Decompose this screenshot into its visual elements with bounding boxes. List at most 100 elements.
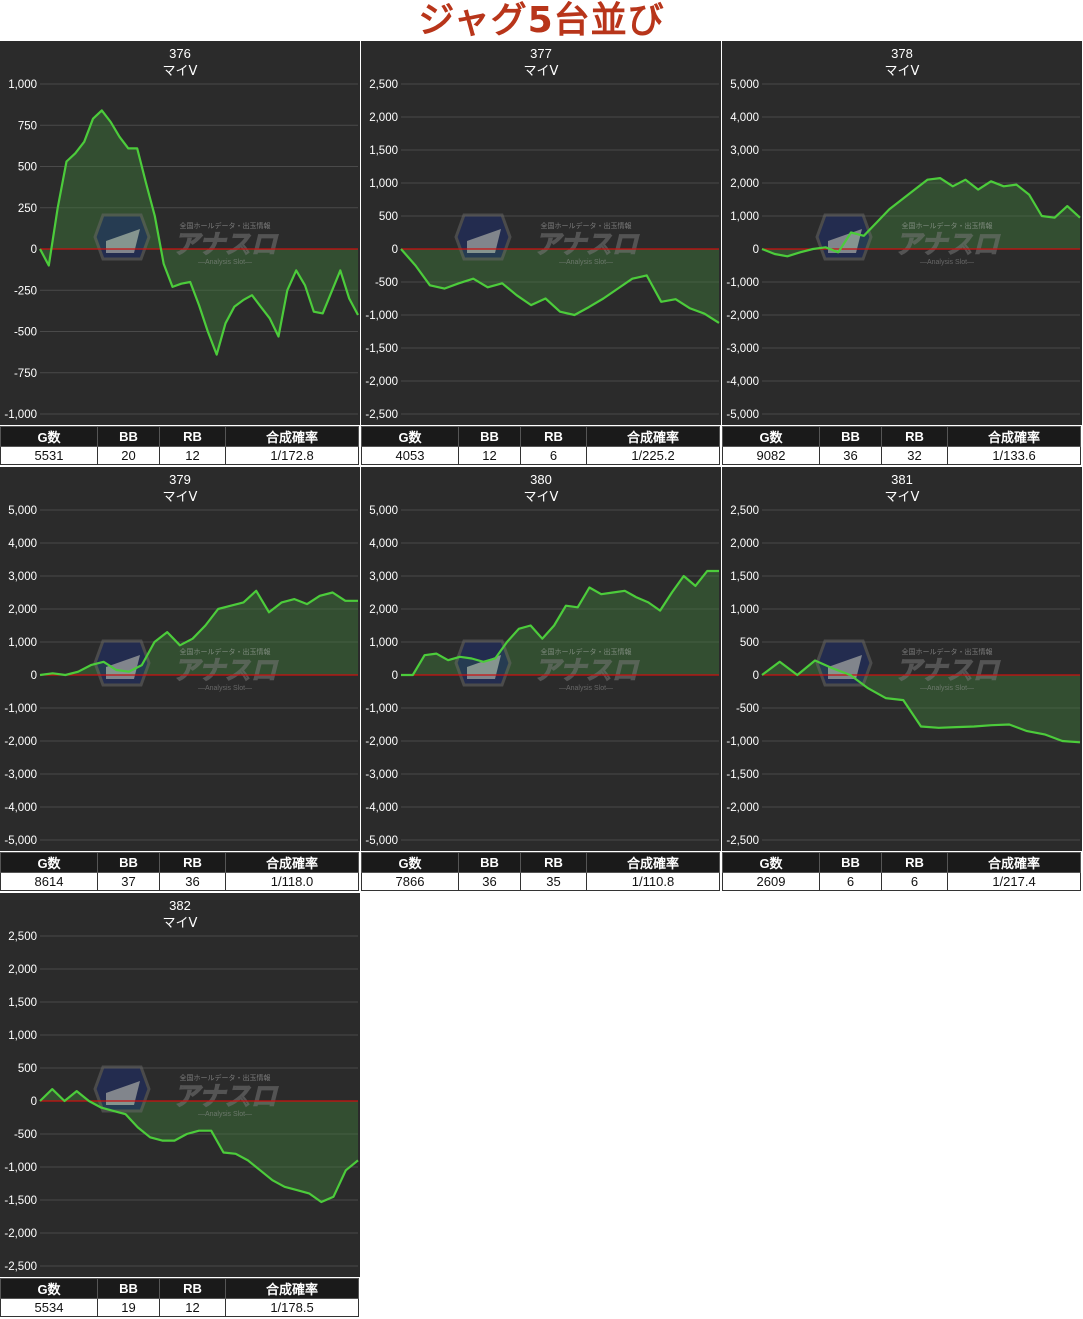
y-tick-label: -1,000 xyxy=(4,703,37,715)
y-tick-label: -3,000 xyxy=(365,769,398,781)
stats-table: G数 BB RB 合成確率 7866 36 35 1/110.8 xyxy=(361,852,720,891)
stats-header: BB xyxy=(97,1278,160,1299)
watermark-brand: アナスロ xyxy=(173,230,278,260)
y-tick-label: 2,000 xyxy=(730,178,759,190)
stats-header: G数 xyxy=(361,852,459,873)
chart-381: 381 マイV 2,500 2,000 1,500 1,000 500 0 -500 -1,000… xyxy=(722,467,1082,851)
watermark-tagline: 全国ホールデータ・出玉情報 xyxy=(902,647,993,656)
chart-subtitle: マイV xyxy=(163,916,198,931)
watermark-tagline: 全国ホールデータ・出玉情報 xyxy=(180,1073,271,1082)
y-tick-label: -1,500 xyxy=(365,343,398,355)
y-tick-label: -500 xyxy=(14,1129,37,1141)
stats-games: 5534 xyxy=(0,1298,98,1317)
y-tick-label: -1,000 xyxy=(726,736,759,748)
stats-header: RB xyxy=(881,426,948,447)
y-tick-label: 0 xyxy=(392,670,398,682)
y-tick-label: -500 xyxy=(14,327,37,339)
stats-bb: 36 xyxy=(819,446,882,465)
y-tick-label: 2,000 xyxy=(369,112,398,124)
stats-prob: 1/217.4 xyxy=(947,872,1081,891)
stats-header: BB xyxy=(819,852,882,873)
y-tick-label: 4,000 xyxy=(8,538,37,550)
machine-379: 379 マイV 5,000 4,000 3,000 2,000 1,000 0 -1,000 -2… xyxy=(0,467,360,891)
chart-subtitle: マイV xyxy=(524,490,559,505)
stats-rb: 36 xyxy=(159,872,226,891)
stats-header: RB xyxy=(520,426,587,447)
stats-games: 7866 xyxy=(361,872,459,891)
series-area xyxy=(40,110,358,355)
y-tick-label: -1,000 xyxy=(365,310,398,322)
y-tick-label: -4,000 xyxy=(365,802,398,814)
stats-prob: 1/178.5 xyxy=(225,1298,359,1317)
y-tick-label: -500 xyxy=(736,703,759,715)
stats-header: BB xyxy=(458,852,521,873)
stats-bb: 20 xyxy=(97,446,160,465)
stats-table: G数 BB RB 合成確率 9082 36 32 1/133.6 xyxy=(722,426,1081,465)
chart-377: 377 マイV 2,500 2,000 1,500 1,000 500 0 -500 -1,000… xyxy=(361,41,721,425)
stats-games: 4053 xyxy=(361,446,459,465)
chart-subtitle: マイV xyxy=(163,490,198,505)
y-tick-label: 2,000 xyxy=(8,604,37,616)
stats-header: RB xyxy=(520,852,587,873)
chart-title: 382 xyxy=(169,898,191,913)
y-tick-label: 2,500 xyxy=(730,505,759,517)
y-tick-label: 2,000 xyxy=(730,538,759,550)
stats-bb: 6 xyxy=(819,872,882,891)
stats-prob: 1/172.8 xyxy=(225,446,359,465)
y-tick-label: 1,000 xyxy=(369,178,398,190)
y-tick-label: -2,000 xyxy=(4,1228,37,1240)
y-tick-label: 1,000 xyxy=(8,637,37,649)
stats-header: 合成確率 xyxy=(947,426,1081,447)
stats-games: 5531 xyxy=(0,446,98,465)
stats-rb: 35 xyxy=(520,872,587,891)
series-area xyxy=(40,1089,358,1202)
machine-382: 382 マイV 2,500 2,000 1,500 1,000 500 0 -500 -1,000… xyxy=(0,893,360,1317)
y-tick-label: 1,500 xyxy=(730,571,759,583)
y-tick-label: -2,000 xyxy=(4,736,37,748)
machine-378: 378 マイV 5,000 4,000 3,000 2,000 1,000 0 -1,000 -2… xyxy=(722,41,1082,465)
y-tick-label: 4,000 xyxy=(730,112,759,124)
chart-subtitle: マイV xyxy=(524,64,559,79)
watermark-tagline: 全国ホールデータ・出玉情報 xyxy=(902,221,993,230)
machine-376: 376 マイV 1,000 750 500 250 0 -250 -500 -750 -1,000 全… xyxy=(0,41,360,465)
y-tick-label: -3,000 xyxy=(726,343,759,355)
y-tick-label: 5,000 xyxy=(8,505,37,517)
y-tick-label: 5,000 xyxy=(730,79,759,91)
watermark-brand: アナスロ xyxy=(895,656,1000,686)
watermark-brand: アナスロ xyxy=(173,656,278,686)
series-area xyxy=(762,178,1080,257)
stats-header: BB xyxy=(819,426,882,447)
stats-table: G数 BB RB 合成確率 8614 37 36 1/118.0 xyxy=(0,852,359,891)
y-tick-label: 0 xyxy=(31,244,37,256)
y-tick-label: -1,500 xyxy=(726,769,759,781)
machine-377: 377 マイV 2,500 2,000 1,500 1,000 500 0 -500 -1,000… xyxy=(361,41,721,465)
watermark-tagline: 全国ホールデータ・出玉情報 xyxy=(180,221,271,230)
stats-header: RB xyxy=(159,426,226,447)
stats-header: 合成確率 xyxy=(225,1278,359,1299)
y-tick-label: 250 xyxy=(18,203,37,215)
stats-table: G数 BB RB 合成確率 5531 20 12 1/172.8 xyxy=(0,426,359,465)
stats-header: 合成確率 xyxy=(586,426,720,447)
y-tick-label: -1,000 xyxy=(4,409,37,421)
y-tick-label: -1,500 xyxy=(4,1195,37,1207)
watermark-sub: —Analysis Slot— xyxy=(559,685,613,692)
y-tick-label: 3,000 xyxy=(369,571,398,583)
watermark-tagline: 全国ホールデータ・出玉情報 xyxy=(541,647,632,656)
y-tick-label: -4,000 xyxy=(726,376,759,388)
y-tick-label: 0 xyxy=(753,244,759,256)
stats-games: 9082 xyxy=(722,446,820,465)
y-tick-label: -4,000 xyxy=(4,802,37,814)
y-tick-label: -1,000 xyxy=(365,703,398,715)
chart-title: 377 xyxy=(530,46,552,61)
y-tick-label: 2,000 xyxy=(8,964,37,976)
plot-background xyxy=(361,41,721,425)
y-tick-label: -5,000 xyxy=(4,835,37,847)
chart-title: 376 xyxy=(169,46,191,61)
stats-bb: 36 xyxy=(458,872,521,891)
stats-header: BB xyxy=(458,426,521,447)
y-tick-label: 3,000 xyxy=(8,571,37,583)
chart-title: 381 xyxy=(891,472,913,487)
plot-background xyxy=(361,467,721,851)
series-line xyxy=(39,589,358,677)
